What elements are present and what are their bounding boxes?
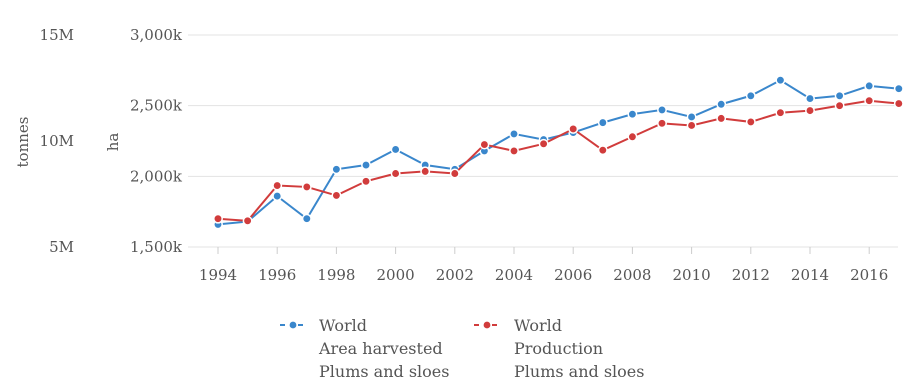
data-point[interactable] xyxy=(864,80,875,91)
x-tick-label: 2006 xyxy=(554,266,592,284)
data-point[interactable] xyxy=(597,145,608,156)
series-layer xyxy=(213,75,904,230)
x-tick-label: 2002 xyxy=(436,266,474,284)
y-right-tick-label: 2,500k xyxy=(130,97,183,115)
y-right-tick-label: 2,000k xyxy=(130,167,183,185)
data-point[interactable] xyxy=(301,213,312,224)
data-point[interactable] xyxy=(834,90,845,101)
data-point[interactable] xyxy=(272,180,283,191)
y-left-tick-labels: 15M 10M 5M xyxy=(40,26,74,256)
data-point[interactable] xyxy=(568,124,579,134)
data-point[interactable] xyxy=(390,144,401,155)
y-left-tick-label: 5M xyxy=(49,238,74,256)
data-point[interactable] xyxy=(331,164,342,175)
data-point[interactable] xyxy=(775,75,786,86)
x-tick-label: 2016 xyxy=(850,266,888,284)
x-tick-label: 2014 xyxy=(791,266,829,284)
y-left-tick-label: 15M xyxy=(40,26,74,44)
legend-label-area-harvested-line2: Area harvested xyxy=(318,339,443,358)
legend-label-production-line2: Production xyxy=(514,339,603,358)
x-tick-label: 1994 xyxy=(199,266,237,284)
data-point[interactable] xyxy=(390,168,401,179)
data-point[interactable] xyxy=(716,99,727,110)
data-point[interactable] xyxy=(361,176,371,187)
legend-item-area-harvested[interactable]: World Area harvested Plums and sloes xyxy=(280,316,449,381)
x-tick-label: 2010 xyxy=(673,266,711,284)
y-right-tick-label: 1,500k xyxy=(130,238,183,256)
data-point[interactable] xyxy=(420,166,431,177)
data-point[interactable] xyxy=(805,105,815,116)
legend-item-production[interactable]: World Production Plums and sloes xyxy=(474,316,644,381)
data-point[interactable] xyxy=(479,139,490,150)
data-point[interactable] xyxy=(716,113,727,124)
series-production xyxy=(213,95,904,226)
data-point[interactable] xyxy=(893,83,904,94)
data-point[interactable] xyxy=(627,109,638,120)
data-point[interactable] xyxy=(509,145,519,156)
data-point[interactable] xyxy=(686,112,697,122)
legend-label-area-harvested-line3: Plums and sloes xyxy=(319,362,449,381)
data-point[interactable] xyxy=(301,181,312,192)
legend: World Area harvested Plums and sloes Wor… xyxy=(280,316,644,381)
x-tick-label: 2012 xyxy=(732,266,770,284)
data-point[interactable] xyxy=(272,191,283,202)
legend-marker-area-harvested xyxy=(288,320,298,330)
data-point[interactable] xyxy=(361,160,371,170)
x-tick-label: 2008 xyxy=(613,266,651,284)
x-tick-label: 1996 xyxy=(258,266,296,284)
data-point[interactable] xyxy=(657,118,667,129)
data-point[interactable] xyxy=(509,128,519,139)
y-right-tick-label: 3,000k xyxy=(130,26,183,44)
grid-lines xyxy=(188,34,898,248)
data-point[interactable] xyxy=(657,104,667,115)
data-point[interactable] xyxy=(686,120,697,131)
series-line xyxy=(217,99,899,222)
data-point[interactable] xyxy=(834,100,845,111)
data-point[interactable] xyxy=(893,98,904,109)
data-point[interactable] xyxy=(805,93,815,104)
y-left-axis-title: tonnes xyxy=(14,117,32,168)
data-point[interactable] xyxy=(745,90,756,101)
legend-label-area-harvested-line1: World xyxy=(319,316,367,335)
series-area-harvested xyxy=(213,75,904,230)
legend-label-production-line3: Plums and sloes xyxy=(514,362,644,381)
legend-marker-production xyxy=(482,320,492,330)
y-left-tick-label: 10M xyxy=(40,132,74,150)
x-tick-labels: 1994 1996 1998 2000 2002 2004 2006 2008 2010 2012… xyxy=(199,247,888,284)
y-right-tick-labels: 3,000k 2,500k 2,000k 1,500k xyxy=(130,26,183,256)
legend-label-production-line1: World xyxy=(514,316,562,335)
data-point[interactable] xyxy=(449,168,460,179)
data-point[interactable] xyxy=(213,213,223,224)
y-right-axis-title: ha xyxy=(104,133,122,152)
x-tick-label: 2000 xyxy=(377,266,415,284)
x-tick-label: 2004 xyxy=(495,266,533,284)
x-tick-label: 1998 xyxy=(317,266,355,284)
data-point[interactable] xyxy=(331,190,342,201)
data-point[interactable] xyxy=(538,138,549,149)
data-point[interactable] xyxy=(864,95,875,106)
data-point[interactable] xyxy=(627,131,638,142)
series-line xyxy=(217,79,899,226)
data-point[interactable] xyxy=(775,107,786,118)
data-point[interactable] xyxy=(745,116,756,127)
data-point[interactable] xyxy=(597,117,608,128)
data-point[interactable] xyxy=(242,215,253,226)
